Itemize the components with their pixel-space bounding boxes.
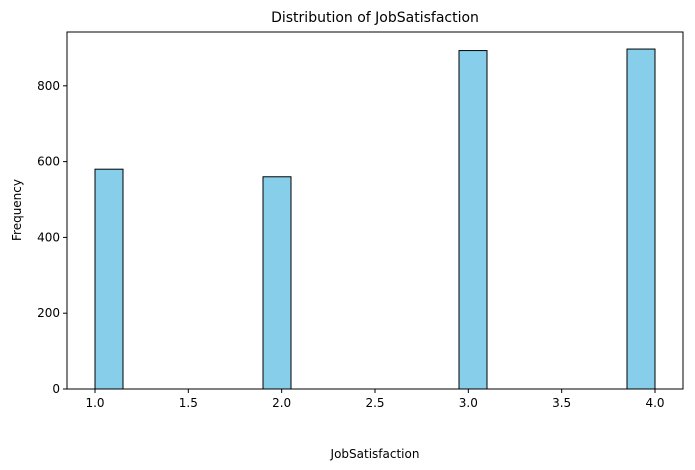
x-tick-label: 3.0	[459, 396, 478, 410]
x-tick-label: 2.5	[365, 396, 384, 410]
histogram-bar-4	[626, 48, 656, 390]
y-tick-label: 400	[37, 230, 60, 244]
plot-frame	[66, 31, 684, 390]
x-axis-label: JobSatisfaction	[330, 447, 420, 461]
histogram-bar-1	[94, 168, 124, 390]
x-tick-label: 1.5	[179, 396, 198, 410]
y-tick-label: 0	[52, 382, 60, 396]
y-tick-label: 200	[37, 306, 60, 320]
y-tick-label: 800	[37, 79, 60, 93]
histogram-bar-2	[262, 176, 292, 390]
x-tick-label: 1.0	[85, 396, 104, 410]
x-tick-label: 3.5	[552, 396, 571, 410]
histogram-bar-3	[458, 50, 488, 390]
bars-group	[94, 48, 656, 390]
x-tick-label: 2.0	[272, 396, 291, 410]
y-axis-ticks: 0 200 400 600 800	[37, 79, 67, 396]
x-axis-ticks: 1.0 1.5 2.0 2.5 3.0 3.5 4.0	[85, 389, 665, 410]
y-tick-label: 600	[37, 155, 60, 169]
y-axis-label: Frequency	[10, 179, 24, 241]
chart-title: Distribution of JobSatisfaction	[271, 10, 479, 26]
x-tick-label: 4.0	[645, 396, 664, 410]
